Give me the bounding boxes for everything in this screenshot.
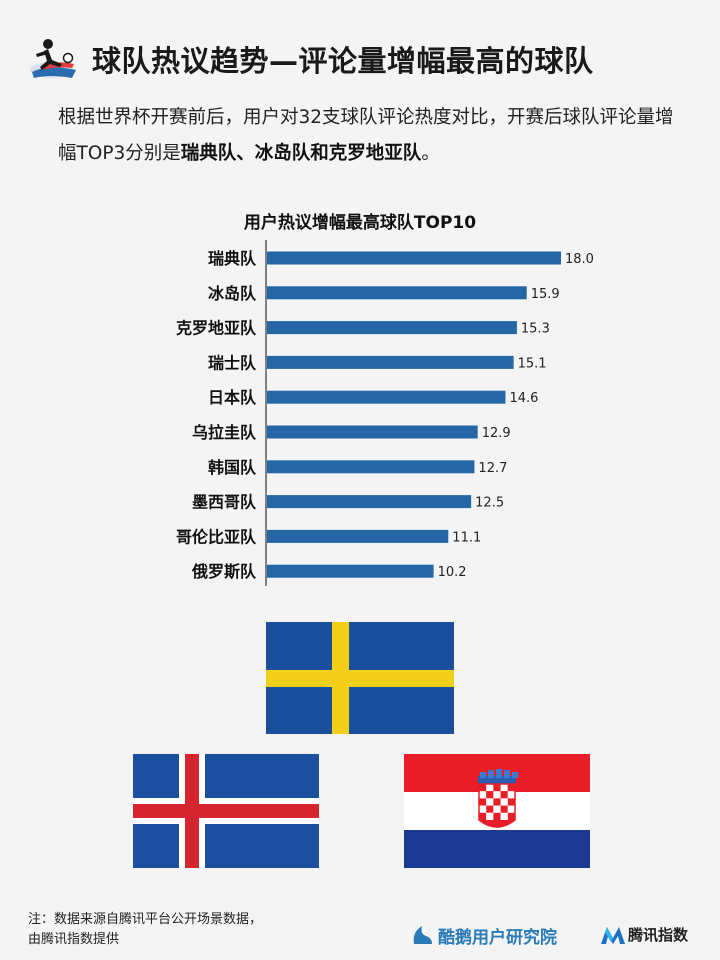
bar [267,251,561,265]
croatia-shield-square [486,805,494,813]
croatia-shield-square [500,798,508,806]
data-label: 11.1 [452,530,481,545]
croatia-shield-square [479,805,487,813]
croatia-shield-square [500,805,508,813]
croatia-flag-icon [404,754,590,868]
category-label: 瑞士队 [208,353,257,372]
croatia-shield-square [479,784,487,792]
category-label: 哥伦比亚队 [176,527,257,546]
football-player-icon [30,39,76,78]
bar [267,529,449,543]
data-label: 10.2 [438,565,467,580]
croatia-shield-square [479,791,487,799]
croatia-shield-square [493,784,501,792]
bar [267,321,517,335]
croatia-shield-square [486,791,494,799]
bar [267,425,478,439]
category-label: 冰岛队 [208,284,257,303]
croatia-shield-square [500,812,508,820]
intro-highlight: 瑞典队、冰岛队和克罗地亚队 [180,143,422,164]
footnote-line-2: 由腾讯指数提供 [28,932,120,947]
kuee-logo-icon [413,926,432,944]
croatia-shield-square [486,784,494,792]
brand-tencent-index: 腾讯指数 [600,920,715,950]
category-label: 克罗地亚队 [176,319,257,338]
iceland-flag-icon [133,754,319,868]
bar [267,286,527,300]
croatia-shield-square [486,812,494,820]
croatia-shield-square [493,791,501,799]
iceland-flag-red-horizontal [133,804,319,818]
croatia-shield-square [493,812,501,820]
data-label: 15.9 [531,287,560,302]
croatia-coat-of-arms-icon [478,769,518,828]
footnote: 注：数据来源自腾讯平台公开场景数据， 由腾讯指数提供 [28,910,262,950]
data-label: 18.0 [565,252,594,267]
croatia-shield-square [500,784,508,792]
sweden-flag-icon [266,622,454,734]
croatia-shield-square [500,791,508,799]
data-label: 15.3 [521,322,550,337]
croatia-shield-square [507,791,515,799]
data-label: 14.6 [509,391,538,406]
croatia-flag-blue-band [404,830,590,868]
brand-kuee: 酷鹅用户研究院 [410,920,590,950]
tencent-index-logo-icon [601,927,625,944]
page-title: 球队热议趋势—评论量增幅最高的球队 [92,44,594,78]
croatia-shield-square [507,798,515,806]
sweden-flag-cross-horizontal [266,670,454,687]
croatia-shield-square [493,798,501,806]
bar [267,355,514,369]
category-label: 墨西哥队 [192,493,257,512]
data-label: 12.7 [478,461,507,476]
brand-tencent-index-name: 腾讯指数 [628,926,689,944]
category-label: 瑞典队 [208,249,257,268]
bar [267,460,475,474]
intro-text: 根据世界杯开赛前后，用户对32支球队评论热度对比，开赛后球队评论量增幅TOP3分… [58,107,674,164]
croatia-shield-square [507,784,515,792]
brand-kuee-name: 酷鹅用户研究院 [438,928,557,948]
data-label: 12.9 [482,426,511,441]
data-label: 15.1 [518,356,547,371]
category-label: 乌拉圭队 [192,423,257,442]
intro-paragraph: 根据世界杯开赛前后，用户对32支球队评论热度对比，开赛后球队评论量增幅TOP3分… [58,100,678,172]
croatia-shield-square [479,812,487,820]
bar [267,390,506,404]
chart-title: 用户热议增幅最高球队TOP10 [243,213,477,233]
header: 球队热议趋势—评论量增幅最高的球队 [28,28,708,88]
intro-suffix: 。 [421,143,440,164]
category-label: 日本队 [208,388,257,407]
bar [267,495,472,509]
bar-chart: 瑞典队 18.0 冰岛队 15.9 克罗地亚队 15.3 瑞士队 15.1 日本队 14.6 乌拉圭… [176,240,594,586]
croatia-shield-square [479,798,487,806]
category-label: 俄罗斯队 [191,562,257,581]
croatia-shield-square [507,812,515,820]
croatia-shield-square [493,805,501,813]
data-label: 12.5 [475,496,504,511]
footnote-line-1: 注：数据来源自腾讯平台公开场景数据， [28,912,263,927]
croatia-shield-square [507,805,515,813]
croatia-shield-square [486,798,494,806]
category-label: 韩国队 [208,458,257,477]
bar [267,564,434,578]
